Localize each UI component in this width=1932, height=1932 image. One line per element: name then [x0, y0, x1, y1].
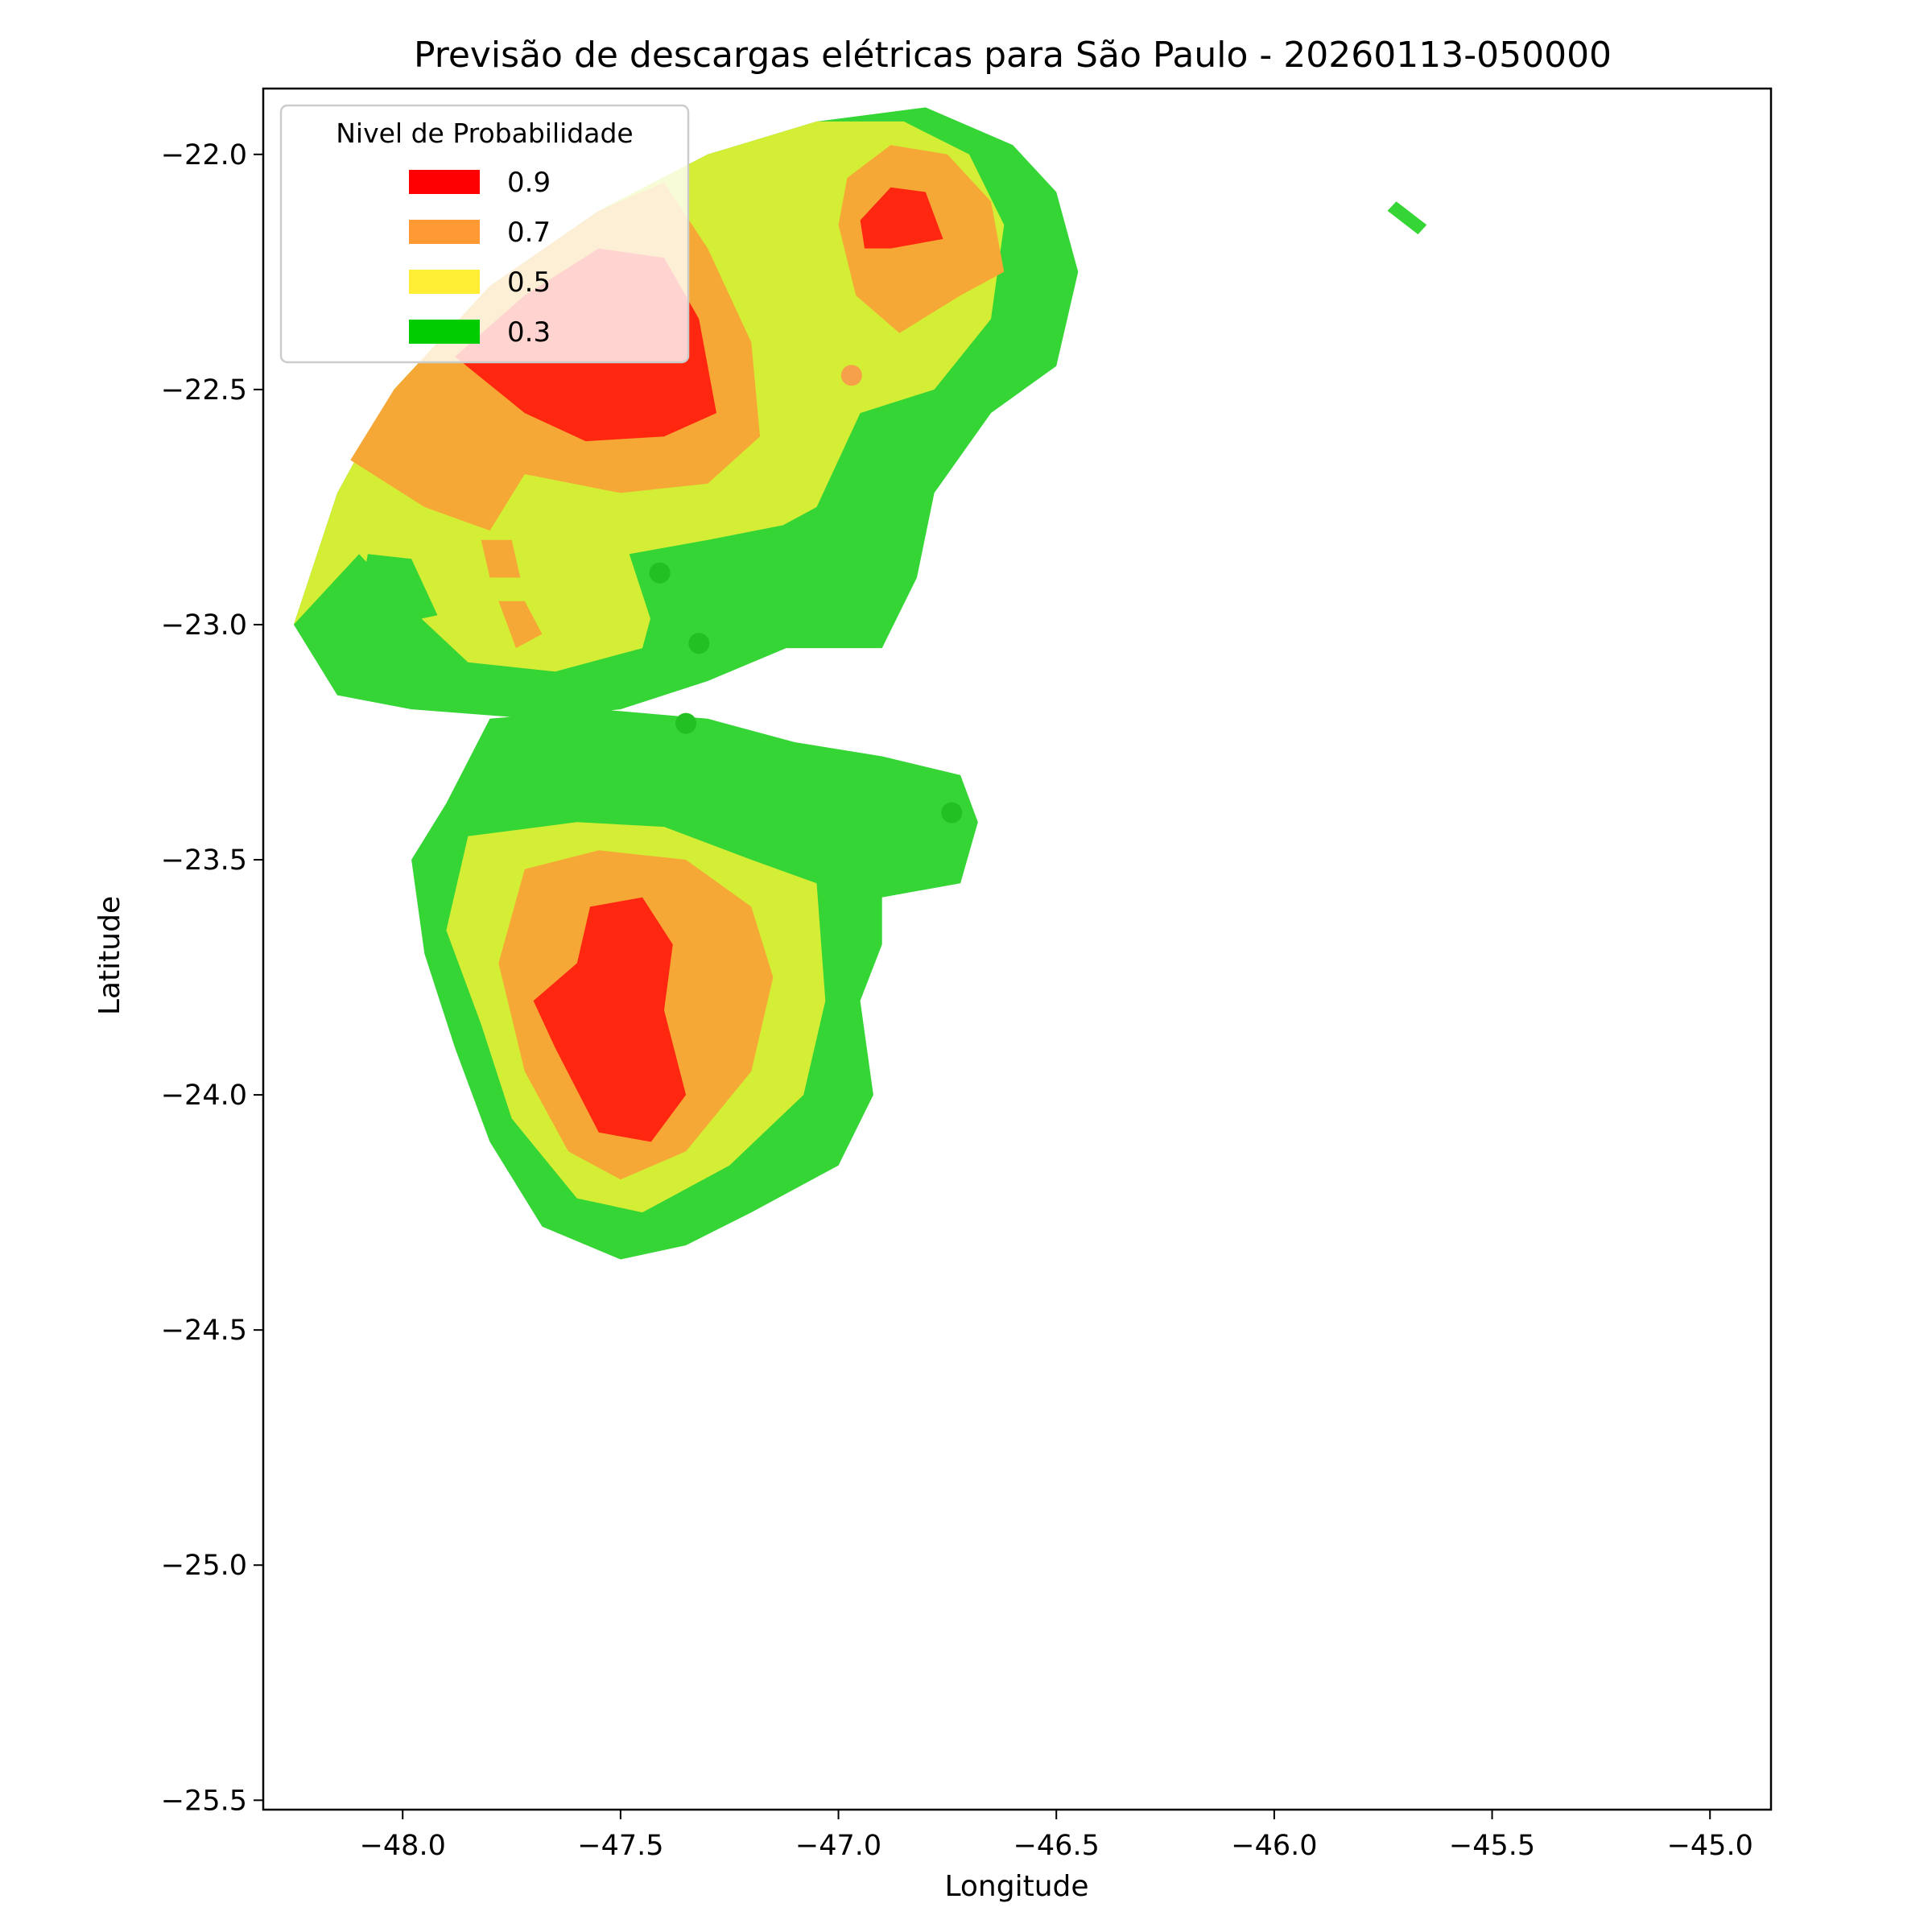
- legend-entry-label: 0.9: [507, 167, 551, 199]
- x-tick-label: −46.0: [1231, 1830, 1317, 1862]
- x-tick-label: −47.0: [795, 1830, 881, 1862]
- marker-5: [941, 802, 963, 824]
- probability-regions: [293, 107, 1427, 1260]
- legend-swatch: [409, 220, 480, 244]
- y-tick-label: −24.0: [161, 1080, 247, 1112]
- legend-title: Nivel de Probabilidade: [336, 118, 633, 149]
- x-axis-ticks: −48.0 −47.5 −47.0 −46.5 −46.0 −45.5 −45.0: [360, 1810, 1753, 1862]
- x-tick-label: −45.5: [1449, 1830, 1535, 1862]
- y-axis-label: Latitude: [93, 896, 126, 1015]
- south-cell-09: [533, 897, 687, 1142]
- y-tick-label: −24.5: [161, 1315, 247, 1347]
- legend-entry-label: 0.3: [507, 316, 551, 349]
- marker-1: [840, 365, 862, 386]
- y-tick-label: −22.0: [161, 139, 247, 171]
- plot-area: [262, 87, 1773, 1811]
- legend-swatch: [409, 270, 480, 294]
- legend-swatch: [409, 320, 480, 344]
- x-tick-label: −47.5: [577, 1830, 663, 1862]
- north-cell-07-fleck-a: [481, 539, 521, 578]
- x-axis-label: Longitude: [944, 1870, 1088, 1903]
- legend-entry-label: 0.7: [507, 217, 551, 249]
- northeast-cell-09: [860, 187, 943, 249]
- y-tick-label: −23.0: [161, 609, 247, 642]
- legend: Nivel de Probabilidade 0.9 0.7 0.5 0.3: [279, 104, 690, 364]
- y-axis-ticks: −22.0 −22.5 −23.0 −23.5 −24.0 −24.5 −25.0 −25.5: [161, 139, 263, 1817]
- legend-swatch: [409, 170, 480, 194]
- legend-entry-label: 0.5: [507, 266, 551, 299]
- y-tick-label: −22.5: [161, 374, 247, 407]
- x-tick-label: −48.0: [360, 1830, 446, 1862]
- y-tick-label: −25.0: [161, 1550, 247, 1582]
- east-fleck: [1387, 201, 1427, 235]
- figure-title: Previsão de descargas elétricas para São…: [414, 35, 1612, 76]
- marker-2: [649, 562, 671, 584]
- legend-box: [279, 104, 690, 364]
- marker-4: [675, 712, 697, 734]
- north-cell-07-fleck-b: [498, 601, 543, 649]
- plot-frame: [262, 87, 1773, 1811]
- x-tick-label: −45.0: [1667, 1830, 1753, 1862]
- y-tick-label: −25.5: [161, 1785, 247, 1817]
- north-cell-05-gap-b: [629, 521, 839, 649]
- y-tick-label: −23.5: [161, 844, 247, 877]
- marker-3: [688, 633, 710, 654]
- x-tick-label: −46.5: [1013, 1830, 1100, 1862]
- markers: [649, 365, 963, 824]
- north-cell-05-gap-a: [359, 554, 438, 625]
- legend-entries: 0.9 0.7 0.5 0.3: [409, 167, 551, 349]
